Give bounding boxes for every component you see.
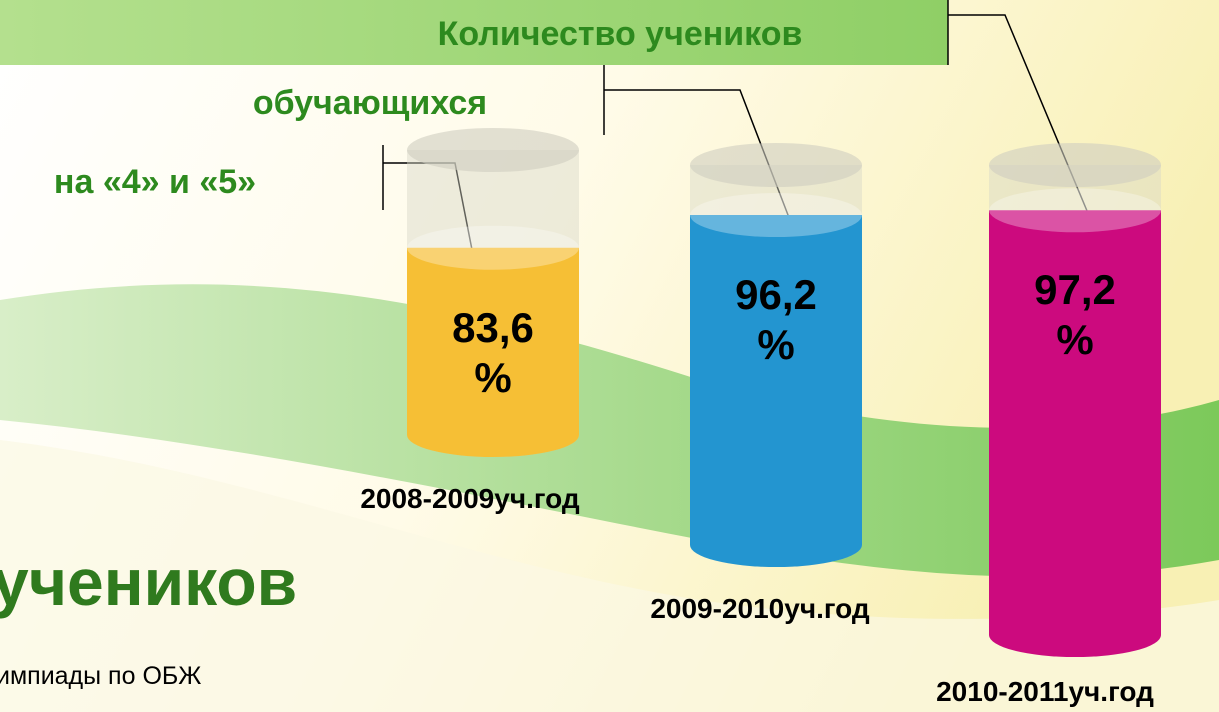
value-label: 97,2 % — [1020, 265, 1130, 365]
chart-title: Количество учеников — [438, 15, 803, 53]
cylinder-rim — [989, 143, 1161, 187]
bar-top — [690, 193, 862, 237]
value-label: 83,6 % — [438, 303, 548, 403]
bar-top — [989, 188, 1161, 232]
bar — [690, 215, 862, 567]
x-tick-label: 2008-2009уч.год — [360, 483, 580, 514]
slide-text: импиады по ОБЖ — [0, 662, 201, 690]
bar-top — [407, 226, 579, 270]
cylinder-rim — [690, 143, 862, 187]
slide-heading: учеников — [0, 545, 297, 619]
chart-subtitle: обучающихся — [253, 84, 487, 122]
chart-subtitle: на «4» и «5» — [54, 163, 256, 201]
x-tick-label: 2010-2011уч.год — [936, 676, 1154, 707]
cylinder-rim — [407, 128, 579, 172]
x-tick-label: 2009-2010уч.год — [650, 593, 870, 624]
slide: Количество учеников обучающихся на «4» и… — [0, 0, 1219, 712]
value-label: 96,2 % — [721, 270, 831, 370]
